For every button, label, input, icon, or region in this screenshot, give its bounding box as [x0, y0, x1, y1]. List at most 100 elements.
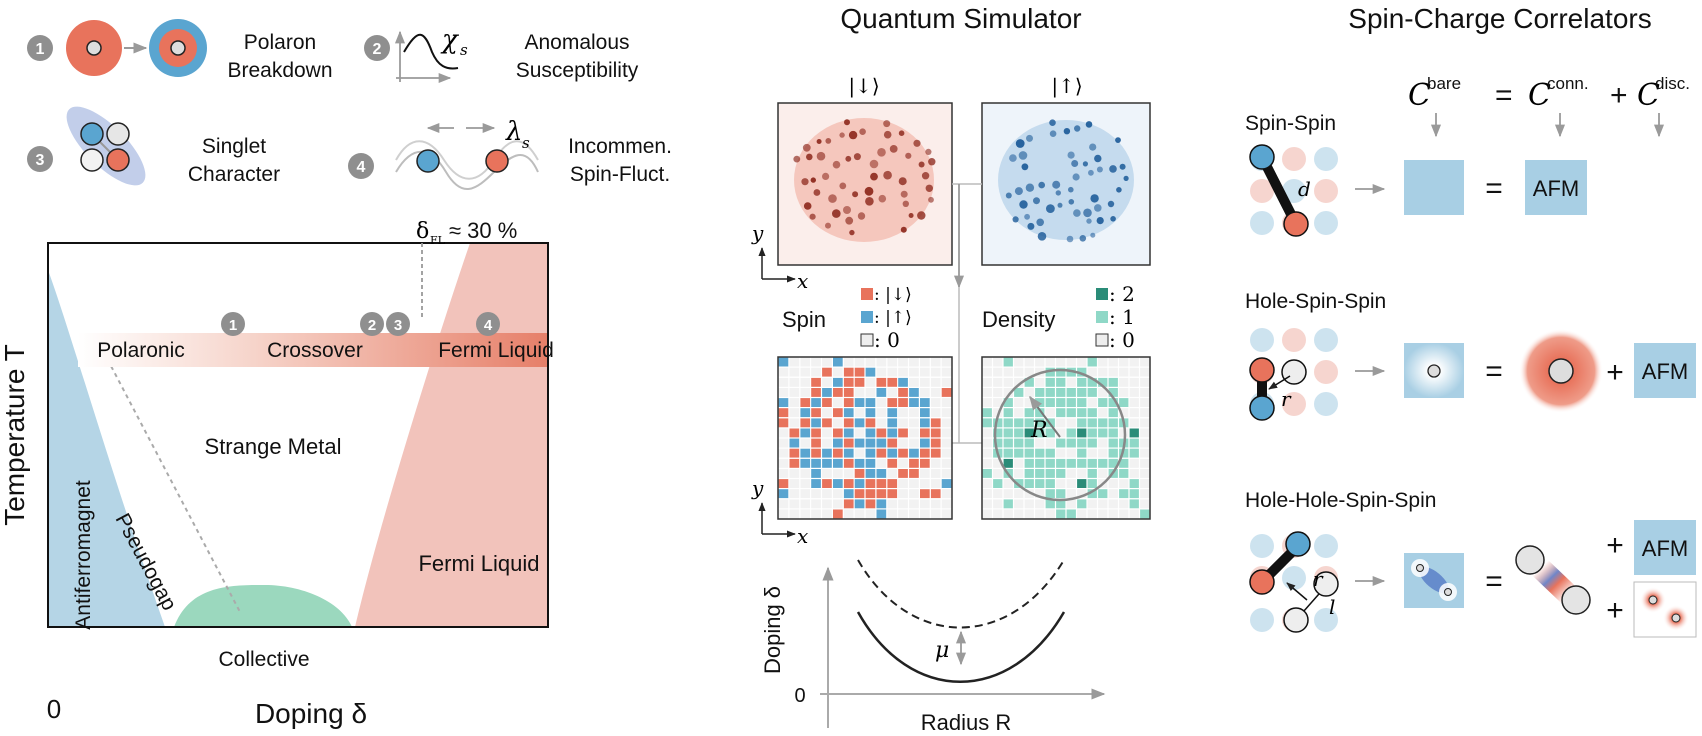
lattice-cell [1045, 408, 1055, 418]
lambda-subscript: s [522, 134, 530, 152]
eq-plus: + [1610, 79, 1628, 112]
lattice-cell [898, 377, 908, 387]
row2-equals: = [1485, 355, 1503, 388]
lattice-cell [1140, 418, 1150, 428]
legend-2-line1: Anomalous [524, 31, 629, 54]
atom-dot [1119, 163, 1126, 170]
lattice-cell [865, 367, 876, 377]
lattice-cell [854, 357, 865, 367]
delta-fl-value: ≈ 30 % [449, 218, 517, 243]
lattice-cell [800, 428, 811, 438]
lattice-cell [1014, 357, 1024, 367]
lattice-cell [800, 489, 811, 499]
lattice-cell [843, 377, 854, 387]
lattice-cell [1108, 367, 1118, 377]
lattice-cell [811, 458, 821, 468]
atom-dot [878, 194, 887, 203]
lattice-cell [887, 388, 898, 397]
lattice-cell [982, 377, 992, 387]
lattice-cell [920, 489, 930, 499]
lattice-cell [920, 448, 930, 458]
lattice-cell [920, 438, 930, 448]
lattice-cell [941, 479, 952, 488]
row3-dist-l: l [1329, 595, 1335, 619]
lattice-cell [1129, 469, 1139, 478]
lattice-cell [854, 428, 865, 438]
spin-legend-up: : |↑⟩ [874, 308, 912, 328]
lattice-cell [1014, 367, 1024, 377]
lattice-cell [1129, 367, 1139, 377]
lattice-cell [982, 398, 992, 407]
atom-dot [1071, 160, 1079, 167]
atom-dot [1024, 213, 1030, 220]
y-axis-label: Temperature T [0, 344, 30, 526]
lattice-cell [941, 408, 952, 418]
lattice-cell [887, 367, 898, 377]
lattice-cell [876, 377, 887, 387]
atom-dot [925, 184, 933, 192]
lattice-cell [1056, 499, 1066, 509]
lattice-cell [1066, 418, 1076, 428]
atom-dot [918, 161, 925, 168]
atom-dot [905, 152, 912, 159]
lattice-cell [1098, 398, 1108, 407]
lattice-cell [833, 438, 843, 448]
x-zero-tick: 0 [47, 694, 61, 724]
lattice-cell [822, 509, 832, 519]
lattice-cell [982, 479, 992, 488]
legend-3-line2: Character [188, 163, 280, 186]
lattice-cell [930, 408, 941, 418]
spin-spin-lattice-icon [1249, 144, 1338, 237]
lattice-cell [982, 448, 992, 458]
lattice-cell [1024, 458, 1034, 468]
lattice-cell [1087, 489, 1097, 499]
lattice-cell [778, 388, 789, 397]
lattice-cell [778, 428, 789, 438]
ket-down-label: |↓⟩ [848, 74, 879, 99]
lattice-cell [887, 509, 898, 519]
lattice-cell [811, 428, 821, 438]
lattice-cell [920, 357, 930, 367]
lattice-cell [1129, 377, 1139, 387]
atom-dot [1009, 154, 1017, 162]
lattice-cell [865, 489, 876, 499]
lattice-cell [1024, 469, 1034, 478]
lattice-cell [1098, 408, 1108, 418]
lattice-cell [1108, 408, 1118, 418]
lattice-cell [833, 499, 843, 509]
lattice-cell [1056, 458, 1066, 468]
lattice-cell [854, 489, 865, 499]
lattice-cell [1129, 499, 1139, 509]
atom-dot [1072, 173, 1080, 181]
antiferromagnet-region [48, 270, 165, 627]
lattice-cell [1056, 418, 1066, 428]
axis-y-top: y [751, 221, 764, 245]
lattice-cell [1066, 458, 1076, 468]
atom-dot [825, 138, 832, 144]
lattice-cell [909, 408, 919, 418]
lattice-cell [1077, 499, 1087, 509]
lattice-cell [1024, 428, 1034, 438]
label-fermi-liquid-arrow: Fermi Liquid [438, 339, 554, 362]
lattice-cell [811, 377, 821, 387]
badge-2-number: 2 [373, 41, 382, 58]
atom-dot [1005, 192, 1012, 199]
lattice-cell [1056, 438, 1066, 448]
lattice-cell [993, 398, 1003, 407]
lattice-cell [1087, 438, 1097, 448]
lattice-cell [822, 499, 832, 509]
lattice-cell [1056, 388, 1066, 397]
atom-dot [859, 128, 866, 135]
lattice-cell [898, 479, 908, 488]
lattice-cell [1003, 509, 1013, 519]
atom-dot [883, 170, 892, 180]
lattice-cell [778, 479, 789, 488]
lattice-cell [1003, 489, 1013, 499]
lattice-cell [1140, 367, 1150, 377]
atom-dot [1063, 128, 1071, 135]
atom-dot [857, 212, 866, 220]
lattice-cell [789, 357, 800, 367]
lattice-cell [811, 438, 821, 448]
lattice-cell [876, 458, 887, 468]
x-axis-label: Doping δ [255, 698, 367, 729]
